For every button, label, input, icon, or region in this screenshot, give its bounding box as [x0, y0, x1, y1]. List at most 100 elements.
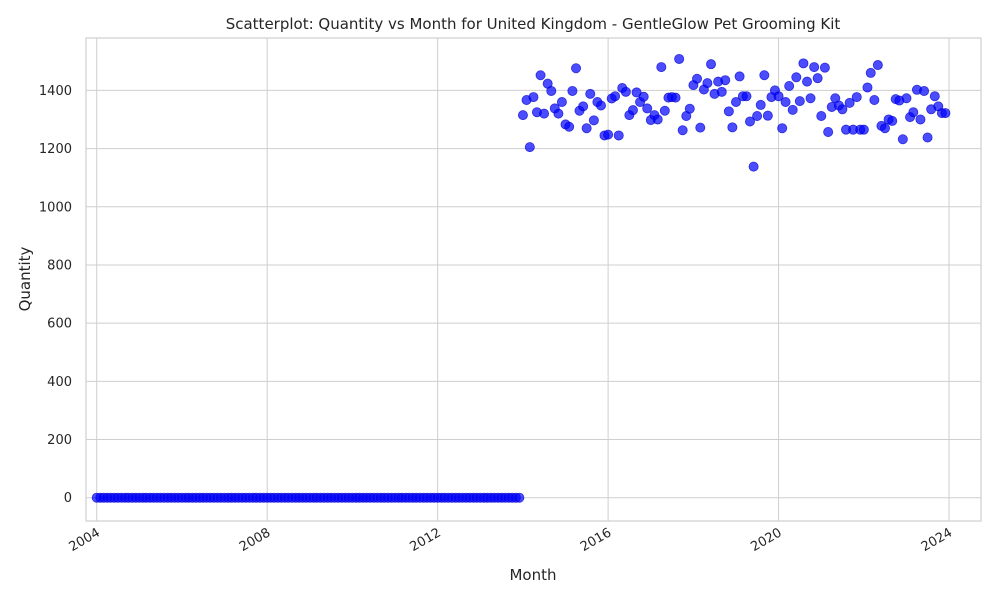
data-point [887, 115, 898, 126]
data-point [603, 129, 614, 140]
data-point [528, 92, 539, 103]
data-point [823, 126, 834, 137]
y-tick-label: 800 [47, 258, 72, 273]
data-point [716, 86, 727, 97]
data-point [794, 96, 805, 107]
data-point [915, 114, 926, 125]
data-point [762, 110, 773, 121]
data-point [571, 63, 582, 74]
data-point [546, 85, 557, 96]
data-point [819, 62, 830, 73]
y-tick-label: 1200 [39, 142, 72, 157]
data-point [720, 75, 731, 86]
data-point [659, 105, 670, 116]
data-point [837, 104, 848, 115]
data-point [656, 62, 667, 73]
y-axis-label: Quantity [16, 246, 34, 311]
y-tick-label: 400 [47, 375, 72, 390]
data-point [897, 134, 908, 145]
data-point [812, 73, 823, 84]
data-point [741, 91, 752, 102]
data-point [872, 60, 883, 71]
data-point [865, 67, 876, 78]
data-point [638, 91, 649, 102]
data-point [816, 110, 827, 121]
data-point [627, 105, 638, 116]
x-axis-ticks: 2004 2008 2012 2016 2020 2024 [67, 525, 955, 555]
data-point [670, 92, 681, 103]
data-point [706, 59, 717, 70]
data-point [940, 108, 951, 119]
data-point [791, 72, 802, 83]
data-point [702, 78, 713, 89]
data-point [588, 115, 599, 126]
data-point [858, 124, 869, 135]
data-point [919, 85, 930, 96]
data-point [929, 91, 940, 102]
data-point [922, 132, 933, 143]
y-tick-label: 0 [64, 491, 72, 506]
data-point [798, 58, 809, 69]
data-point [744, 116, 755, 127]
chart-title: Scatterplot: Quantity vs Month for Unite… [226, 15, 841, 33]
data-point [692, 73, 703, 84]
data-point [677, 125, 688, 136]
data-point [809, 62, 820, 73]
data-point [777, 123, 788, 134]
data-point [535, 70, 546, 81]
x-tick-label: 2004 [67, 525, 103, 555]
data-point [674, 53, 685, 64]
data-point [595, 100, 606, 111]
data-point [755, 99, 766, 110]
data-point [581, 123, 592, 134]
data-point [787, 104, 798, 115]
data-point [631, 87, 642, 98]
data-point [556, 97, 567, 108]
x-tick-label: 2024 [919, 525, 955, 555]
data-point [730, 97, 741, 108]
y-tick-label: 1000 [39, 200, 72, 215]
data-point [585, 88, 596, 99]
x-tick-label: 2008 [237, 525, 273, 555]
data-point [620, 86, 631, 97]
data-point [684, 103, 695, 114]
data-point [727, 122, 738, 133]
data-point [759, 70, 770, 81]
data-point [752, 110, 763, 121]
data-point [578, 101, 589, 112]
data-point [748, 161, 759, 172]
data-point [862, 82, 873, 93]
data-point [901, 93, 912, 104]
data-point [844, 97, 855, 108]
data-point [879, 123, 890, 134]
data-point [784, 81, 795, 92]
data-point [773, 91, 784, 102]
data-point [780, 97, 791, 108]
data-point [652, 114, 663, 125]
y-tick-label: 200 [47, 433, 72, 448]
data-point [642, 103, 653, 114]
data-point [723, 106, 734, 117]
data-point [802, 76, 813, 87]
data-points [91, 53, 951, 503]
plot-frame [85, 37, 982, 522]
data-point [524, 142, 535, 153]
x-tick-label: 2016 [578, 525, 614, 555]
data-point [610, 91, 621, 102]
data-point [567, 85, 578, 96]
x-tick-label: 2012 [407, 525, 443, 555]
data-point [869, 94, 880, 105]
y-tick-label: 1400 [39, 84, 72, 99]
data-point [553, 108, 564, 119]
data-point [514, 492, 525, 503]
data-point [908, 107, 919, 118]
y-axis-ticks: 0 200 400 600 800 1000 1200 1400 [39, 84, 72, 506]
data-point [805, 93, 816, 104]
data-point [539, 108, 550, 119]
data-point [851, 92, 862, 103]
x-axis-label: Month [509, 566, 556, 584]
data-point [517, 110, 528, 121]
data-point [613, 130, 624, 141]
y-tick-label: 600 [47, 317, 72, 332]
